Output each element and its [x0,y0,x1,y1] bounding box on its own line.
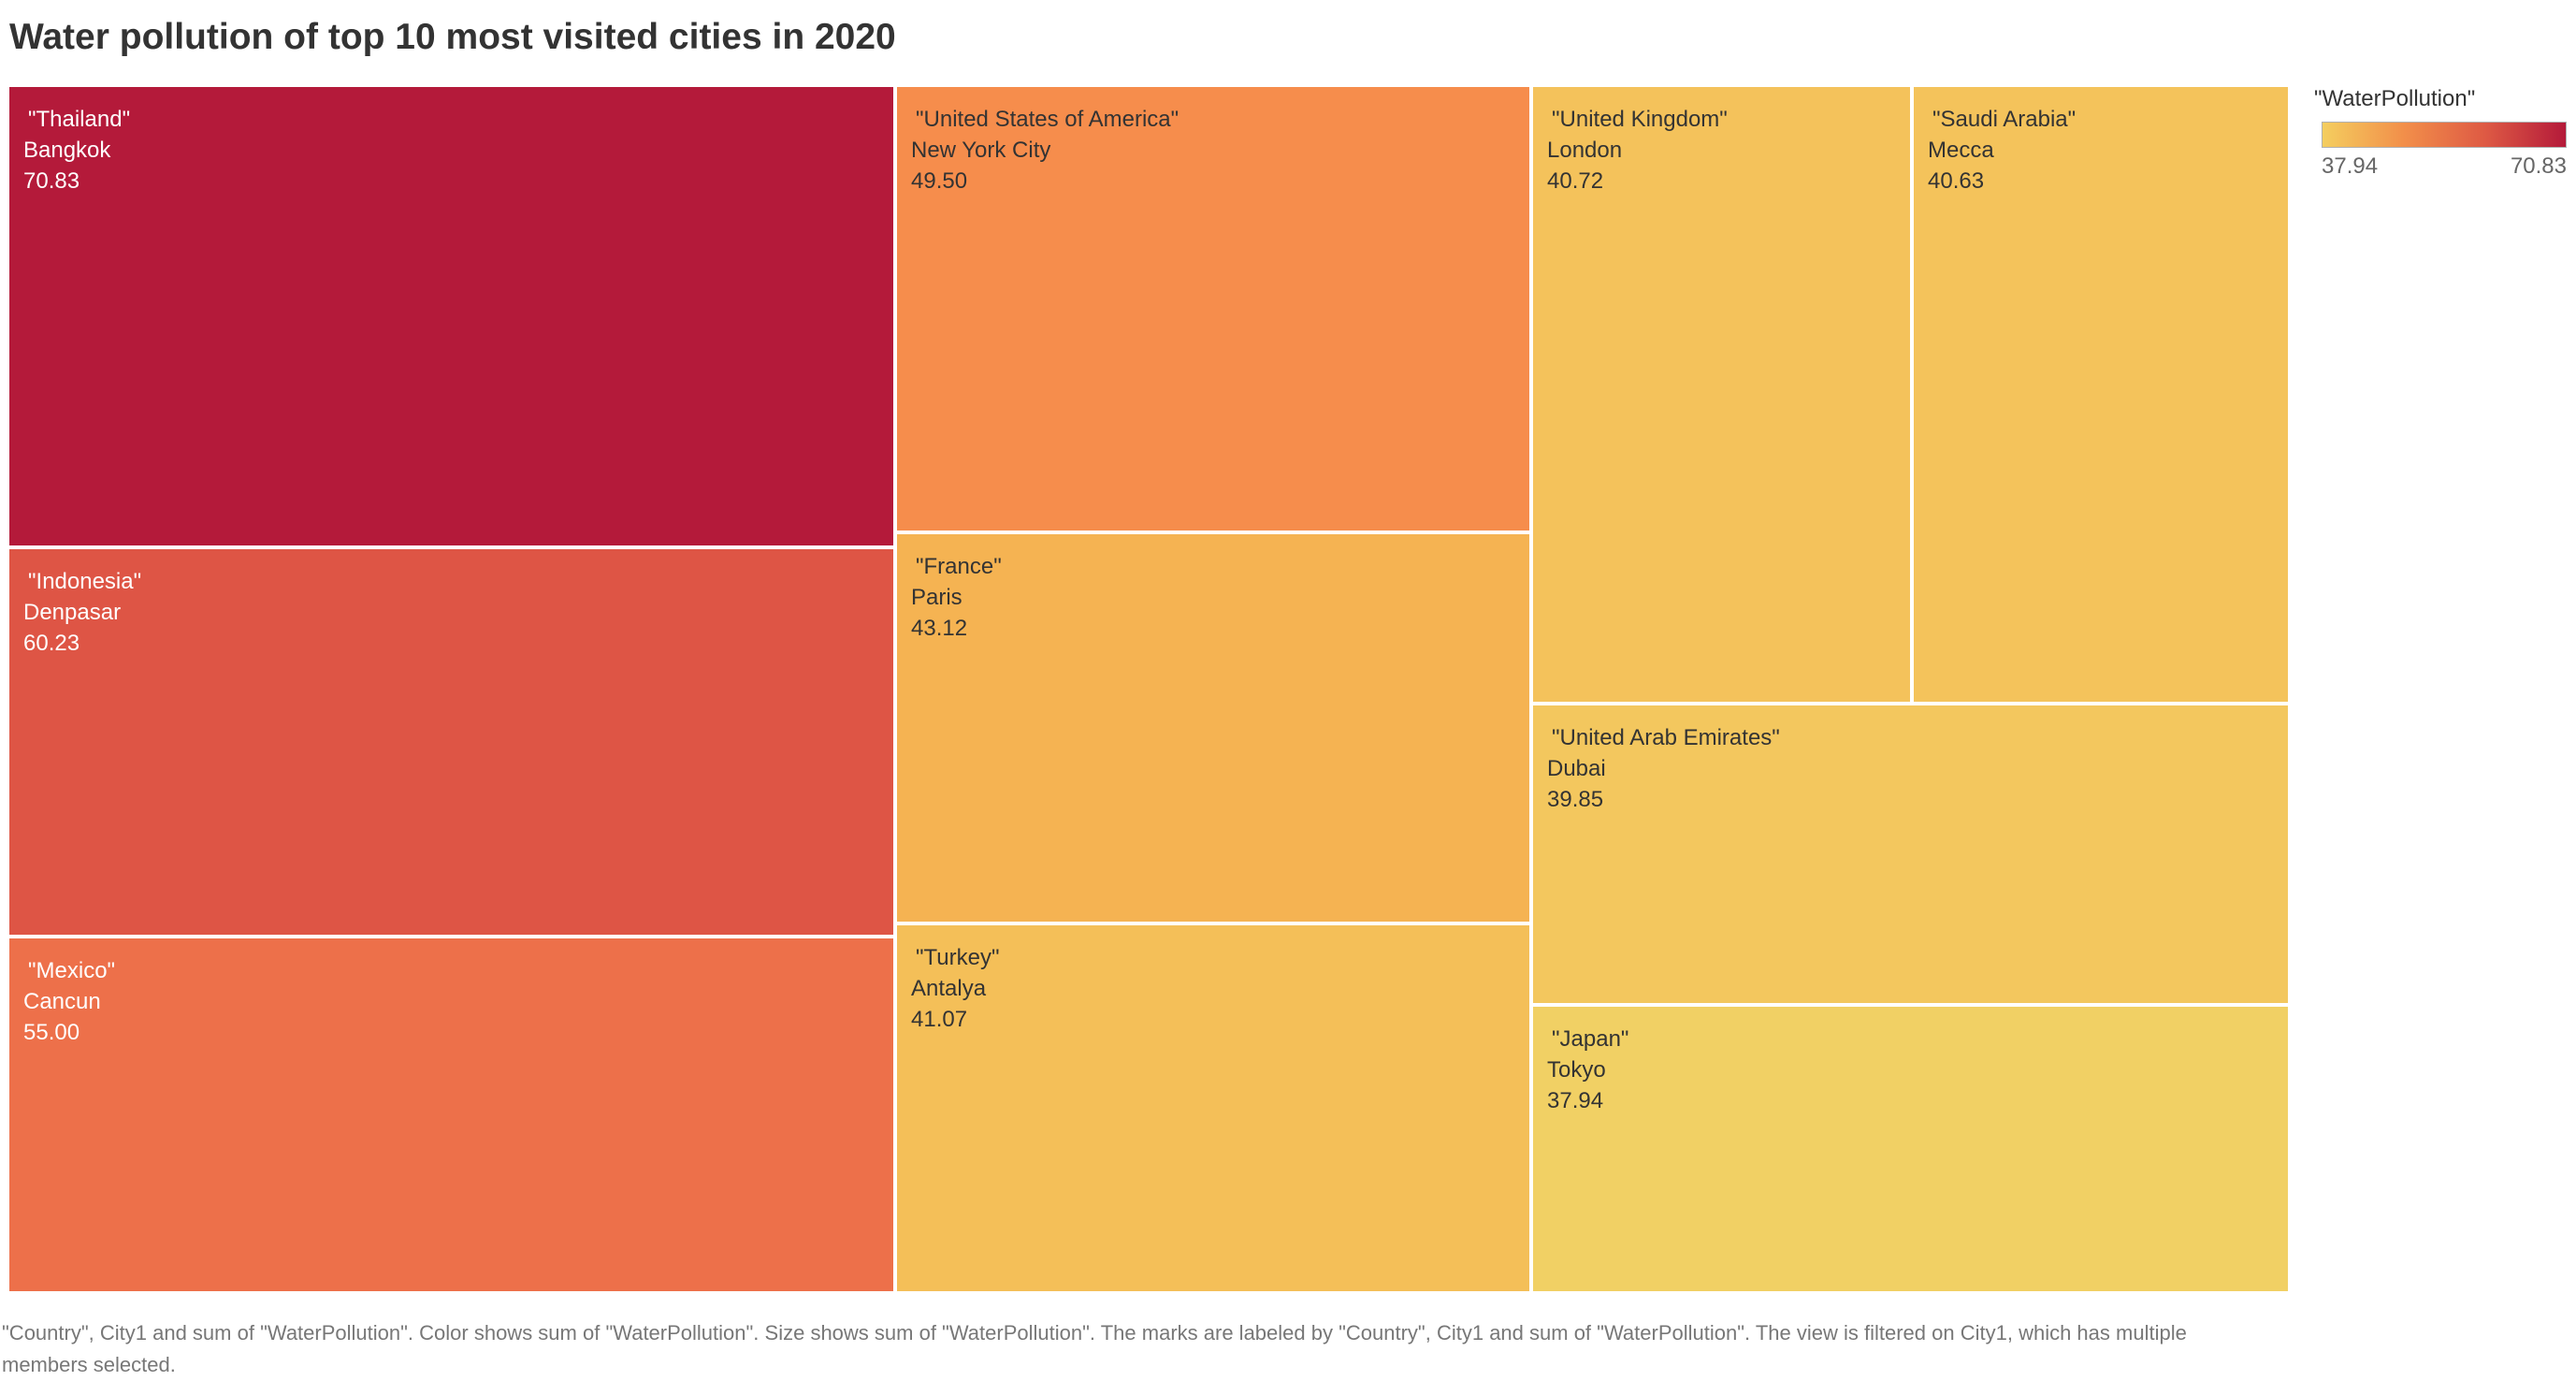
tile-value-label: 40.63 [1928,168,1985,194]
treemap-tile-london[interactable]: "United Kingdom" London 40.72 [1531,85,1912,704]
tile-label: "Mexico" Cancun 55.00 [23,955,115,1048]
tile-city-label: Bangkok [23,138,111,163]
tile-city-label: Mecca [1928,138,1994,163]
legend-max-label: 70.83 [2510,153,2567,179]
tile-value-label: 37.94 [1547,1088,1604,1113]
tile-city-label: Paris [911,585,962,610]
treemap-tile-paris[interactable]: "France" Paris 43.12 [895,532,1531,923]
treemap-tile-denpasar[interactable]: "Indonesia" Denpasar 60.23 [7,547,895,937]
treemap-tile-new-york-city[interactable]: "United States of America" New York City 4… [895,85,1531,532]
tile-value-label: 43.12 [911,616,968,641]
tile-value-label: 55.00 [23,1020,80,1045]
tile-label: "Japan" Tokyo 37.94 [1547,1024,1628,1116]
tile-label: "Thailand" Bangkok 70.83 [23,104,130,196]
tile-value-label: 49.50 [911,168,968,194]
tile-value-label: 70.83 [23,168,80,194]
tile-value-label: 40.72 [1547,168,1604,194]
tile-country-label: "United Arab Emirates" [1552,725,1780,750]
tile-country-label: "France" [916,554,1002,579]
tile-country-label: "Saudi Arabia" [1932,107,2077,132]
treemap-tile-cancun[interactable]: "Mexico" Cancun 55.00 [7,937,895,1293]
tile-label: "Saudi Arabia" Mecca 40.63 [1928,104,2076,196]
tile-country-label: "Mexico" [28,958,116,983]
tile-label: "United States of America" New York City 4… [911,104,1179,196]
tile-country-label: "United Kingdom" [1552,107,1728,132]
tile-label: "France" Paris 43.12 [911,551,1002,644]
tile-city-label: Cancun [23,989,101,1014]
treemap-tile-dubai[interactable]: "United Arab Emirates" Dubai 39.85 [1531,704,2290,1005]
tile-value-label: 41.07 [911,1007,968,1032]
tile-country-label: "Turkey" [916,945,1000,970]
tile-value-label: 60.23 [23,631,80,656]
legend-ticks: 37.94 70.83 [2322,153,2567,182]
color-legend: "WaterPollution" 37.94 70.83 [2314,86,2567,182]
tile-city-label: New York City [911,138,1051,163]
treemap-tile-antalya[interactable]: "Turkey" Antalya 41.07 [895,923,1531,1293]
tile-country-label: "United States of America" [916,107,1179,132]
treemap-tile-tokyo[interactable]: "Japan" Tokyo 37.94 [1531,1005,2290,1293]
tile-city-label: Denpasar [23,600,122,625]
treemap: "Thailand" Bangkok 70.83 "Indonesia" Denpasa… [7,85,2290,1293]
tile-label: "Turkey" Antalya 41.07 [911,942,1000,1035]
tile-city-label: Tokyo [1547,1057,1606,1083]
legend-min-label: 37.94 [2322,153,2379,179]
legend-gradient-bar [2322,122,2567,148]
tile-country-label: "Thailand" [28,107,131,132]
tile-city-label: London [1547,138,1623,163]
treemap-tile-mecca[interactable]: "Saudi Arabia" Mecca 40.63 [1912,85,2290,704]
tile-label: "United Kingdom" London 40.72 [1547,104,1728,196]
tile-country-label: "Indonesia" [28,569,142,594]
treemap-tile-bangkok[interactable]: "Thailand" Bangkok 70.83 [7,85,895,547]
tile-city-label: Antalya [911,976,987,1001]
tile-city-label: Dubai [1547,756,1606,781]
chart-title: Water pollution of top 10 most visited c… [9,17,896,57]
tile-label: "Indonesia" Denpasar 60.23 [23,566,141,659]
legend-title: "WaterPollution" [2314,86,2476,111]
chart-caption: "Country", City1 and sum of "WaterPollut… [2,1321,2187,1376]
tile-label: "United Arab Emirates" Dubai 39.85 [1547,722,1780,815]
tile-value-label: 39.85 [1547,787,1604,812]
tile-country-label: "Japan" [1552,1026,1629,1052]
